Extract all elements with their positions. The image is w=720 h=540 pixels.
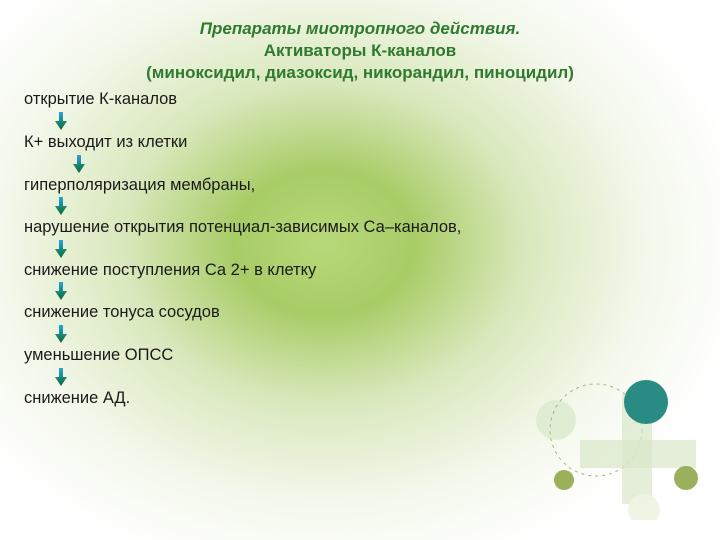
flow-arrow <box>24 324 700 344</box>
slide: Препараты миотропного действия. Активато… <box>0 0 720 540</box>
title-block: Препараты миотропного действия. Активато… <box>20 18 700 84</box>
flow-step: нарушение открытия потенциал-зависимых С… <box>24 216 700 239</box>
flow-step: снижение поступления Са 2+ в клетку <box>24 259 700 282</box>
flow-list: открытие К-каналов К+ выходит из клетки … <box>20 88 700 409</box>
flow-step: открытие К-каналов <box>24 88 700 111</box>
flow-step: уменьшение ОПСС <box>24 344 700 367</box>
flow-arrow <box>24 154 700 174</box>
flow-step: К+ выходит из клетки <box>24 131 700 154</box>
title-line-3: (миноксидил, диазоксид, никорандил, пино… <box>20 62 700 84</box>
flow-arrow <box>24 111 700 131</box>
flow-step: гиперполяризация мембраны, <box>24 174 700 197</box>
flow-arrow <box>24 281 700 301</box>
flow-step: снижение тонуса сосудов <box>24 301 700 324</box>
flow-step: снижение АД. <box>24 387 700 410</box>
title-line-1: Препараты миотропного действия. <box>20 18 700 40</box>
flow-arrow <box>24 239 700 259</box>
flow-arrow <box>24 367 700 387</box>
flow-arrow <box>24 196 700 216</box>
title-line-2: Активаторы К-каналов <box>20 40 700 62</box>
